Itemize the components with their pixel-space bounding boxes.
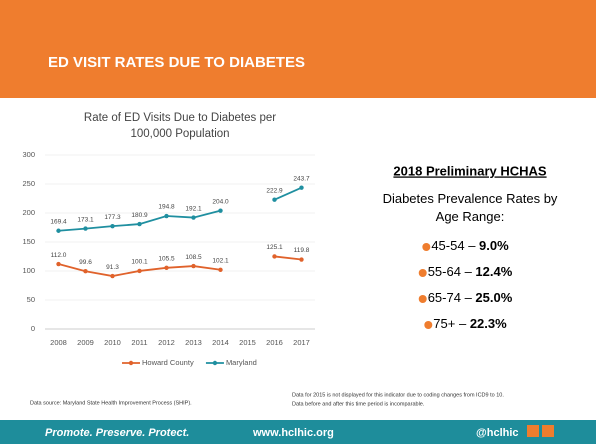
survey-subtitle: Diabetes Prevalence Rates by Age Range: (383, 191, 558, 224)
note: Data before and after this time period i… (292, 401, 425, 407)
twitter-icon[interactable] (527, 425, 539, 437)
y-tick-label: 200 (22, 208, 35, 217)
survey-item: 75+ – 22.3% (433, 316, 507, 331)
slide-title: ED VISIT RATES DUE TO DIABETES (48, 54, 305, 71)
data-label: 173.1 (77, 216, 94, 223)
y-tick-label: 300 (22, 150, 35, 159)
y-tick-label: 50 (27, 295, 35, 304)
x-tick-label: 2017 (293, 338, 310, 347)
data-label: 119.8 (294, 247, 310, 254)
point (56, 261, 61, 267)
y-tick-label: 150 (22, 237, 35, 246)
age-range: 75+ – (433, 316, 470, 331)
data-label: 99.6 (79, 259, 92, 266)
data-label: 112.0 (51, 252, 67, 259)
point (83, 226, 88, 231)
data-label: 180.9 (131, 212, 148, 219)
footer-motto: Promote. Preserve. Protect. (45, 427, 189, 439)
point (299, 185, 304, 190)
legend-label: Maryland (226, 358, 257, 367)
point (191, 263, 196, 269)
chart-title: Rate of ED Visits Due to Diabetes per 100… (84, 112, 276, 140)
survey-item: 65-74 – 25.0% (428, 290, 513, 305)
footer-band (0, 420, 596, 444)
data-label: 222.9 (266, 187, 283, 194)
data-label: 192.1 (185, 205, 202, 212)
point (164, 265, 169, 271)
x-tick-label: 2016 (266, 338, 283, 347)
point (299, 257, 304, 262)
data-label: 125.1 (266, 244, 283, 251)
bullet (424, 321, 433, 329)
point (137, 268, 142, 274)
data-label: 204.0 (212, 198, 229, 205)
point (272, 254, 277, 259)
age-range: 45-54 – (431, 238, 479, 253)
data-label: 91.3 (106, 264, 119, 271)
rate: 22.3% (470, 316, 507, 331)
legend-label: Howard County (142, 358, 194, 367)
age-range: 65-74 – (428, 290, 476, 305)
survey-item: 55-64 – 12.4% (428, 264, 513, 279)
rate: 25.0% (475, 290, 512, 305)
point (218, 267, 223, 272)
source-note: Data source: Maryland State Health Impro… (30, 400, 192, 406)
point (191, 215, 196, 220)
facebook-icon[interactable] (542, 425, 554, 437)
survey-item: 45-54 – 9.0% (431, 238, 509, 253)
legend-dot (128, 360, 134, 366)
x-tick-label: 2013 (185, 338, 202, 347)
point (56, 228, 61, 233)
data-label: 243.7 (293, 175, 310, 182)
header-band (0, 0, 596, 98)
data-label: 102.1 (212, 258, 229, 265)
note: Data for 2015 is not displayed for this … (292, 392, 504, 398)
x-tick-label: 2012 (158, 338, 175, 347)
survey-title: 2018 Preliminary HCHAS (393, 163, 547, 178)
point (272, 197, 277, 202)
data-label: 100.1 (131, 259, 148, 266)
bullet (418, 269, 427, 277)
bullet (422, 243, 431, 251)
point (110, 223, 115, 229)
point (110, 273, 115, 279)
point (164, 213, 169, 219)
y-tick-label: 100 (22, 266, 35, 275)
x-tick-label: 2008 (50, 338, 67, 347)
data-label: 177.3 (104, 214, 121, 221)
series-line (58, 255, 302, 277)
x-tick-label: 2014 (212, 338, 229, 347)
age-range: 55-64 – (428, 264, 476, 279)
x-tick-label: 2011 (131, 338, 147, 347)
x-tick-label: 2010 (104, 338, 121, 347)
y-tick-label: 0 (31, 324, 35, 333)
point (218, 208, 223, 213)
point (83, 269, 88, 274)
data-label: 108.5 (185, 254, 202, 261)
legend-dot (212, 360, 218, 366)
footer-handle: @hclhic (476, 427, 519, 439)
point (137, 221, 142, 227)
rate: 9.0% (479, 238, 509, 253)
data-label: 169.4 (50, 218, 67, 225)
data-label: 105.5 (158, 256, 175, 263)
series-line (58, 186, 302, 232)
y-tick-label: 250 (22, 179, 35, 188)
x-tick-label: 2015 (239, 338, 256, 347)
data-label: 194.8 (158, 204, 175, 211)
footer-url: www.hclhic.org (252, 427, 334, 439)
rate: 12.4% (475, 264, 512, 279)
x-tick-label: 2009 (77, 338, 94, 347)
bullet (418, 295, 427, 303)
